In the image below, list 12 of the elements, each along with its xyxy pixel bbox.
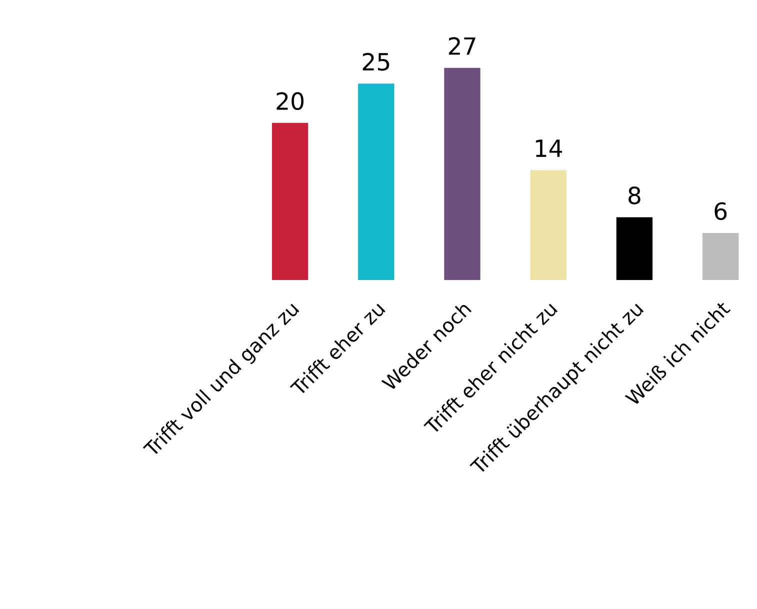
bar [272,122,308,280]
data-label: 8 [628,186,640,204]
bar [530,170,566,280]
data-label: 27 [448,37,476,55]
data-label: 6 [714,202,727,220]
data-label: 25 [362,52,390,71]
bar [616,217,653,280]
bar [444,68,480,280]
data-label: 20 [276,92,304,110]
bar [358,84,394,280]
data-label: 14 [536,140,562,157]
bar [702,232,739,280]
